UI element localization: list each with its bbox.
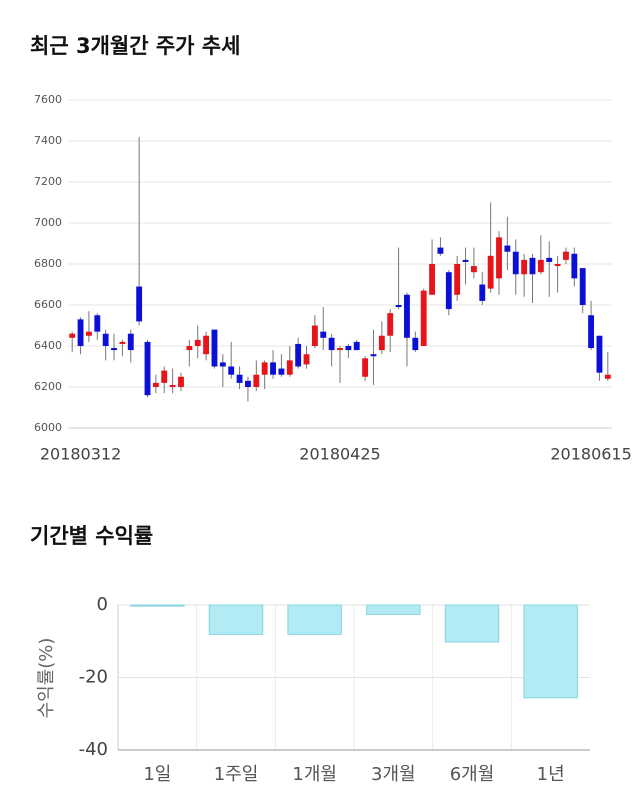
candle-body <box>412 337 419 351</box>
x-tick-label: 1주일 <box>214 764 259 785</box>
bar <box>366 604 421 615</box>
candle-body <box>270 362 276 375</box>
y-tick-label: 0 <box>97 594 108 615</box>
candle-body <box>504 245 511 252</box>
candle-body <box>454 264 461 295</box>
candle-body <box>111 348 117 351</box>
candle-body <box>395 305 402 308</box>
candle-body <box>144 341 151 396</box>
bar <box>208 604 264 635</box>
y-tick-label: 7000 <box>34 216 62 229</box>
candle-body <box>119 341 126 344</box>
candle-body <box>387 313 394 336</box>
x-tick-label: 20180312 <box>40 445 121 464</box>
candle-body <box>136 286 143 322</box>
candle-body <box>94 315 101 332</box>
candle-body <box>345 346 352 351</box>
candle-body <box>496 237 502 279</box>
candle-body <box>328 337 335 351</box>
candle-body <box>127 333 134 351</box>
candle-body <box>261 362 268 375</box>
bar <box>130 604 185 607</box>
x-tick-label: 3개월 <box>371 764 416 785</box>
candle-body <box>211 329 218 367</box>
y-tick-label: -20 <box>79 667 108 688</box>
x-tick-label: 1개월 <box>292 764 337 785</box>
candle-body <box>437 247 444 254</box>
candle-body <box>554 264 561 267</box>
candle-body <box>236 374 243 383</box>
candle-body <box>102 333 109 346</box>
candle-body <box>77 319 84 346</box>
candle-body <box>420 290 427 346</box>
x-tick-label: 6개월 <box>450 764 495 785</box>
candle-body <box>178 376 184 387</box>
candle-body <box>529 257 536 275</box>
candle-body <box>378 335 385 351</box>
candle-body <box>253 374 260 387</box>
chart-title: 기간별 수익률 <box>30 524 153 548</box>
candle-body <box>579 268 586 305</box>
y-tick-label: 7400 <box>34 134 62 147</box>
candle-body <box>228 366 235 375</box>
candle-body <box>470 266 477 273</box>
x-tick-label: 1일 <box>143 764 171 785</box>
candle-body <box>69 333 76 338</box>
candle-body <box>604 374 611 379</box>
x-tick-label: 20180425 <box>299 445 380 464</box>
candle-body <box>487 255 494 289</box>
candle-body <box>537 259 544 273</box>
x-tick-label: 1년 <box>537 764 565 785</box>
bar <box>523 604 578 699</box>
candle-body <box>203 335 210 355</box>
x-tick-label: 20180615 <box>550 445 631 464</box>
candle-body <box>353 341 360 351</box>
candle-body <box>85 331 92 336</box>
chart-title: 최근 3개월간 주가 추세 <box>30 34 240 58</box>
bar <box>287 604 342 635</box>
y-tick-label: 6600 <box>34 298 62 311</box>
y-tick-label: 6400 <box>34 339 62 352</box>
candle-body <box>370 354 377 357</box>
candle-body <box>311 325 318 346</box>
candle-body <box>479 284 486 301</box>
y-tick-label: 6200 <box>34 380 62 393</box>
candle-body <box>219 362 226 367</box>
y-tick-label: 7600 <box>34 93 62 106</box>
candle-body <box>152 382 159 387</box>
candle-body <box>512 251 519 275</box>
y-tick-label: 7200 <box>34 175 62 188</box>
candle-body <box>161 370 168 383</box>
candle-body <box>245 380 251 387</box>
candle-body <box>337 348 343 351</box>
candle-body <box>320 331 327 338</box>
candle-body <box>462 259 469 262</box>
y-tick-label: 6000 <box>34 421 62 434</box>
candle-body <box>278 368 285 375</box>
candle-body <box>194 339 201 346</box>
y-tick-label: -40 <box>79 739 108 760</box>
candle-body <box>404 294 410 338</box>
y-axis-label: 수익률(%) <box>36 638 57 719</box>
candle-body <box>186 346 193 351</box>
candle-body <box>445 272 452 310</box>
candle-body <box>588 315 595 349</box>
candle-body <box>429 264 435 295</box>
candle-body <box>169 384 176 387</box>
candle-body <box>571 253 578 279</box>
candle-body <box>546 257 553 262</box>
bar <box>444 604 500 643</box>
candle-body <box>596 335 603 373</box>
candle-body <box>303 354 310 365</box>
candle-body <box>295 343 302 367</box>
candle-body <box>362 358 369 377</box>
y-tick-label: 6800 <box>34 257 62 270</box>
candle-body <box>521 259 528 275</box>
candle-body <box>563 251 569 260</box>
candle-body <box>286 360 293 375</box>
